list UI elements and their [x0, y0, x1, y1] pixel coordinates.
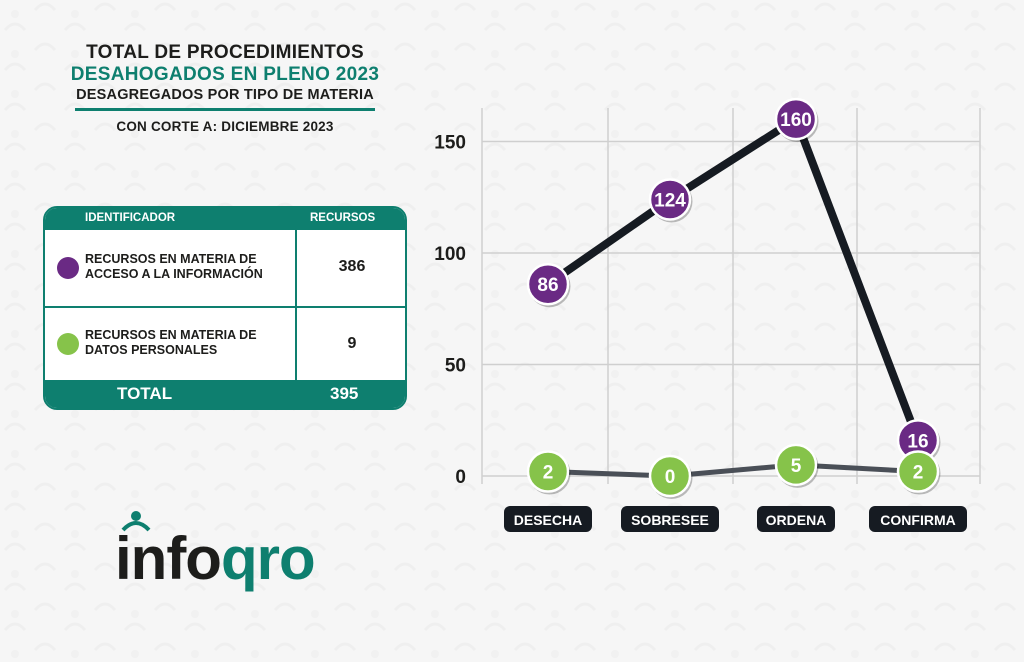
title-block: TOTAL DE PROCEDIMIENTOS DESAHOGADOS EN P…	[60, 42, 390, 134]
total-label: TOTAL	[117, 384, 173, 403]
category-label-bg	[621, 506, 719, 532]
category-label-bg	[757, 506, 835, 532]
title-line-1: TOTAL DE PROCEDIMIENTOS	[86, 42, 364, 63]
x-category-label: ORDENA	[766, 512, 827, 528]
data-point	[774, 443, 818, 487]
cutoff-date: CON CORTE A: DICIEMBRE 2023	[116, 119, 334, 134]
y-tick-label: 0	[455, 467, 466, 488]
y-tick-label: 150	[434, 132, 466, 153]
logo-text: infoqro	[115, 524, 316, 593]
series-line	[545, 462, 921, 479]
logo-text-part2: qro	[220, 525, 316, 592]
x-category-label: SOBRESEE	[631, 512, 709, 528]
y-tick-label: 100	[434, 244, 466, 265]
row-label: RECURSOS EN MATERIA DE DATOS PERSONALES	[85, 328, 257, 357]
series-line	[544, 115, 922, 445]
title-rule	[75, 108, 375, 111]
logo-mark-icon	[121, 511, 151, 532]
total-value: 395	[330, 384, 359, 403]
header-identificador: IDENTIFICADOR	[85, 212, 176, 224]
title-line-2: DESAHOGADOS EN PLENO 2023	[70, 64, 380, 85]
table-row: RECURSOS EN MATERIA DE DATOS PERSONALES …	[45, 308, 405, 382]
table-total-row: TOTAL 395	[45, 380, 405, 408]
x-category-label: DESECHA	[514, 512, 582, 528]
row-value: 386	[338, 258, 366, 275]
purple-dot-icon	[57, 257, 79, 279]
category-label-bg	[504, 506, 592, 532]
data-point	[774, 97, 818, 141]
y-tick-label: 50	[445, 355, 466, 376]
data-label: 2	[913, 463, 924, 484]
table-row: RECURSOS EN MATERIA DE ACCESO A LA INFOR…	[45, 230, 405, 308]
data-point	[648, 454, 692, 498]
green-dot-icon	[57, 333, 79, 355]
category-label-bg	[869, 506, 967, 532]
title-line-3: DESAGREGADOS POR TIPO DE MATERIA	[76, 87, 374, 103]
data-point	[648, 178, 692, 221]
summary-table: IDENTIFICADOR RECURSOS RECURSOS EN MATER…	[43, 206, 407, 410]
row-label: RECURSOS EN MATERIA DE ACCESO A LA INFOR…	[85, 252, 263, 281]
data-label: 2	[543, 463, 554, 484]
table-header: IDENTIFICADOR RECURSOS	[45, 208, 405, 230]
x-category-label: CONFIRMA	[880, 512, 955, 528]
header-recursos: RECURSOS	[310, 212, 376, 224]
data-label: 124	[654, 190, 686, 211]
data-label: 0	[665, 467, 676, 488]
data-label: 16	[907, 431, 928, 452]
data-label: 5	[791, 456, 802, 477]
data-label: 86	[537, 275, 558, 296]
data-label: 160	[780, 110, 812, 131]
logo-text-part1: info	[115, 525, 222, 592]
data-point	[896, 450, 940, 493]
infoqro-logo: infoqro	[115, 510, 345, 593]
row-value: 9	[347, 335, 357, 352]
data-point	[526, 450, 570, 493]
data-point	[526, 262, 570, 306]
